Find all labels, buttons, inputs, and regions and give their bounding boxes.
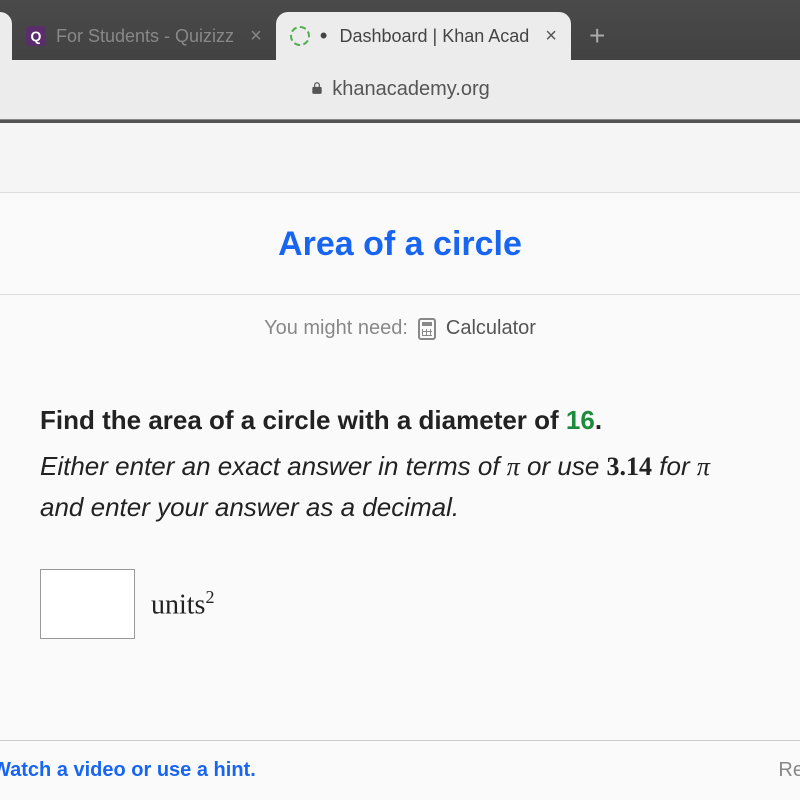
- question-section: Find the area of a circle with a diamete…: [0, 370, 800, 549]
- tools-hint: You might need: Calculator: [0, 295, 800, 370]
- tab-label: For Students - Quizizz: [56, 26, 234, 47]
- tab-bar: Q For Students - Quizizz × • Dashboard |…: [0, 0, 800, 60]
- address-bar[interactable]: khanacademy.org: [0, 60, 800, 120]
- lock-icon: [310, 78, 324, 101]
- new-tab-button[interactable]: +: [571, 12, 623, 60]
- calculator-icon[interactable]: [418, 318, 436, 340]
- answer-input[interactable]: [40, 569, 135, 639]
- page-title: Area of a circle: [0, 225, 800, 264]
- tab-khan-academy[interactable]: • Dashboard | Khan Acad ×: [276, 12, 571, 60]
- answer-section: units2: [0, 549, 800, 659]
- previous-tab-edge[interactable]: [0, 12, 12, 60]
- hint-link[interactable]: Watch a video or use a hint.: [0, 759, 256, 782]
- tab-quizizz[interactable]: Q For Students - Quizizz ×: [12, 12, 276, 60]
- url-text: khanacademy.org: [332, 78, 490, 101]
- question-prompt: Find the area of a circle with a diamete…: [40, 400, 760, 442]
- close-icon[interactable]: ×: [545, 25, 557, 48]
- units-label: units2: [151, 587, 214, 621]
- khan-favicon-icon: [290, 26, 310, 46]
- question-value: 16: [566, 405, 595, 435]
- browser-chrome: Q For Students - Quizizz × • Dashboard |…: [0, 0, 800, 120]
- question-instruction: Either enter an exact answer in terms of…: [40, 446, 760, 529]
- tab-label: Dashboard | Khan Acad: [339, 26, 529, 47]
- hint-tool-label: Calculator: [446, 317, 536, 340]
- hint-prefix: You might need:: [264, 317, 408, 340]
- page-content: Area of a circle You might need: Calcula…: [0, 120, 800, 800]
- modified-indicator-icon: •: [320, 23, 328, 49]
- question-bold: Find the area of a circle with a diamete…: [40, 405, 566, 435]
- title-section: Area of a circle: [0, 193, 800, 284]
- quizizz-favicon-icon: Q: [26, 26, 46, 46]
- report-link[interactable]: Re: [778, 759, 800, 782]
- footer-section: Watch a video or use a hint. Re: [0, 740, 800, 800]
- question-period: .: [595, 405, 602, 435]
- close-icon[interactable]: ×: [250, 25, 262, 48]
- header-spacer: [0, 123, 800, 193]
